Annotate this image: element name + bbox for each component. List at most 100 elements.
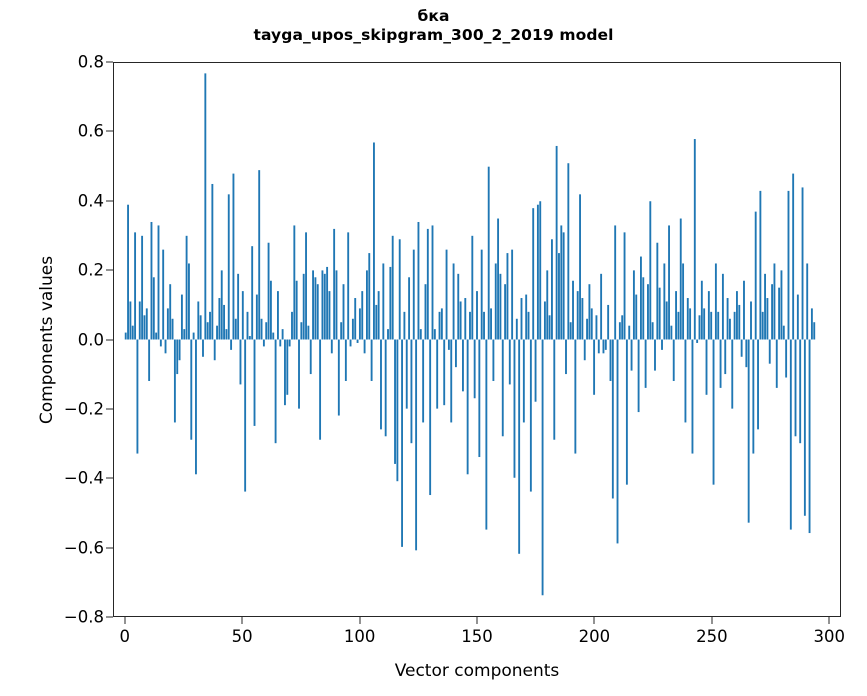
bar [731,339,734,409]
y-axis-tick-mark [106,61,113,63]
bar [129,301,132,340]
bar [778,287,781,340]
bar [773,263,776,340]
y-axis-tick-label: −0.6 [63,538,104,558]
bar [269,280,272,340]
bar [405,339,408,409]
bar [675,291,677,340]
bar [342,284,345,340]
bar [232,173,235,340]
bar [131,325,134,340]
bar [157,225,160,340]
y-axis-tick-label: 0.2 [77,260,104,280]
bar [604,339,607,350]
bar [298,339,300,409]
bar [808,339,811,534]
bar [632,270,635,340]
bar [330,339,333,354]
bar [602,339,605,354]
bar [258,170,261,340]
bar [370,339,373,381]
bar [684,339,687,423]
bar [560,225,563,340]
bar [593,339,596,395]
x-axis-tick-mark [476,617,478,624]
bar [618,322,621,340]
bar [490,308,492,340]
bar [265,322,268,340]
x-axis-label: Vector components [394,661,560,681]
y-axis-tick-label: 0.6 [77,121,104,141]
bar [274,339,277,444]
bar [431,225,434,340]
bar [649,201,652,340]
bar [541,339,544,596]
bar [682,263,685,340]
bar [155,332,158,340]
bar [611,339,614,499]
bar [281,329,284,340]
bar [279,339,282,347]
y-axis-tick-label: 0.0 [77,330,104,349]
bar [237,273,240,340]
bar [248,336,251,340]
bar [810,308,813,340]
bar [424,284,427,340]
bar [314,277,317,340]
bar [614,225,617,340]
bar [438,311,441,340]
bar [209,311,211,340]
bar [534,339,537,402]
bar [551,239,553,340]
bar [782,325,785,340]
bar [246,311,249,340]
bar [401,339,403,547]
bar [164,339,167,354]
bar [504,284,507,340]
bar [354,298,357,340]
bar [192,332,195,340]
bar [134,232,137,340]
bar [621,315,624,340]
y-axis-tick-mark [106,339,113,340]
bar [302,273,305,340]
bar [789,339,792,530]
bar [307,325,310,340]
bar [239,339,242,385]
bar [150,221,153,340]
y-axis-tick-mark [106,547,113,549]
bar [796,294,799,340]
bar [178,339,181,361]
bar [686,298,689,340]
bar [670,325,673,340]
bar [609,339,612,381]
bar [799,339,802,444]
bar [445,249,448,340]
bar [447,339,450,350]
bar [640,256,642,340]
bar [459,301,462,340]
bar [429,339,432,496]
bar [658,287,661,340]
bar [328,291,331,340]
bar [223,304,226,340]
bar [337,339,340,416]
bar [698,315,701,340]
bar [700,280,703,340]
bar [515,318,518,340]
bar [169,284,172,340]
plot-area [114,63,840,616]
bar [703,308,706,340]
bar [351,318,354,340]
bar [347,232,350,340]
bar [757,339,759,430]
bar [768,339,771,364]
bar [576,291,579,340]
bar [391,235,394,340]
bar [305,232,307,340]
bar [277,291,279,340]
bar [244,339,247,492]
bar [543,301,546,340]
bar [579,194,581,340]
bar [747,339,750,523]
